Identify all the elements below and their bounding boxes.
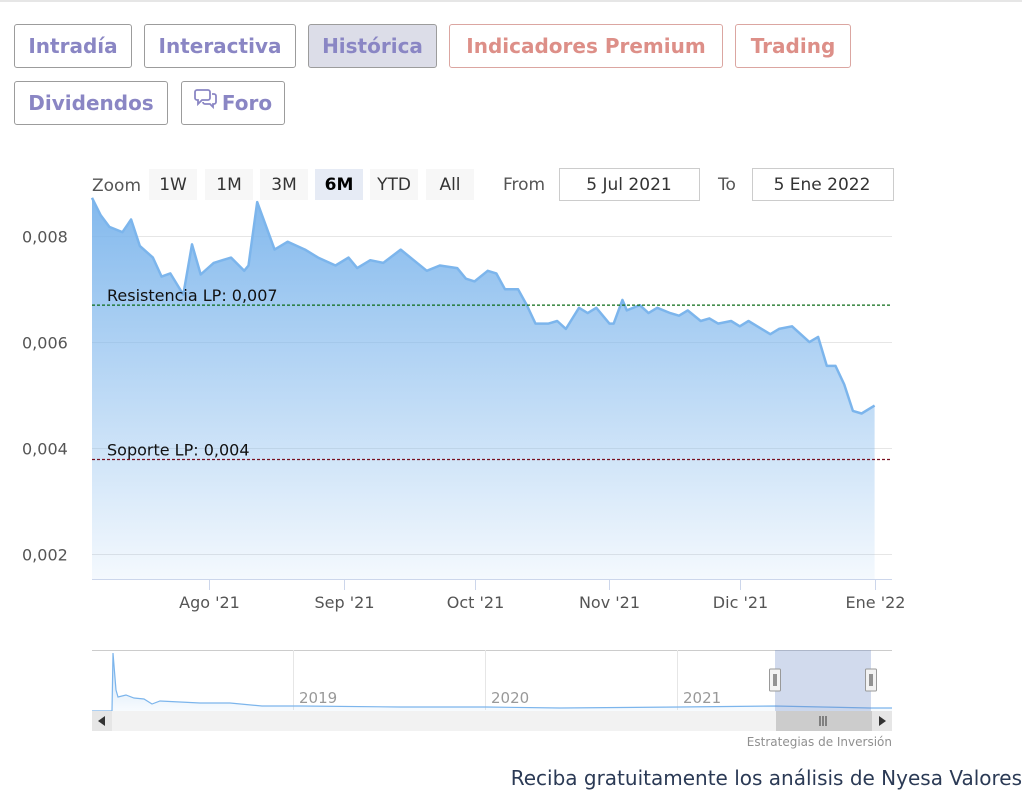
annotation-label: Soporte LP: 0,004 <box>107 440 250 459</box>
navigator-selection[interactable] <box>775 650 871 712</box>
zoom-button-all[interactable]: All <box>426 169 474 200</box>
tab-interactiva[interactable]: Interactiva <box>144 24 296 68</box>
x-tick-label: Nov '21 <box>579 593 640 612</box>
zoom-button-6m[interactable]: 6M <box>315 169 363 200</box>
scrollbar[interactable] <box>92 711 892 731</box>
y-axis-labels: 0,002 0,004 0,006 0,008 <box>22 228 68 565</box>
x-tick-label: Oct '21 <box>447 593 505 612</box>
zoom-button-1w[interactable]: 1W <box>149 169 197 200</box>
to-date-value: 5 Ene 2022 <box>774 175 871 195</box>
y-tick-label: 0,002 <box>22 546 68 565</box>
from-date-value: 5 Jul 2021 <box>586 175 671 195</box>
navigator: 2019 2020 2021 <box>92 650 892 712</box>
tab-trading[interactable]: Trading <box>735 24 851 68</box>
zoom-button-1m[interactable]: 1M <box>205 169 253 200</box>
price-area <box>92 197 875 581</box>
chat-bubbles-icon <box>193 82 218 124</box>
from-date-input[interactable]: 5 Jul 2021 <box>559 168 700 201</box>
to-label: To <box>717 175 736 195</box>
tab-foro[interactable]: Foro <box>181 81 285 125</box>
zoom-button-3m-label: 3M <box>271 175 296 195</box>
x-tick-label: Sep '21 <box>315 593 375 612</box>
tab-intradia[interactable]: Intradía <box>14 24 132 68</box>
navigator-year-2020: 2020 <box>491 689 529 707</box>
x-tick-label: Ene '22 <box>846 593 906 612</box>
zoom-button-ytd[interactable]: YTD <box>370 169 418 200</box>
zoom-button-1w-label: 1W <box>159 175 187 195</box>
x-tick-label: Dic '21 <box>713 593 768 612</box>
arrow-left-icon <box>98 716 105 726</box>
tab-indicadores-premium[interactable]: Indicadores Premium <box>449 24 723 68</box>
navigator-year-2021: 2021 <box>683 689 721 707</box>
zoom-button-6m-label: 6M <box>325 175 354 195</box>
zoom-button-3m[interactable]: 3M <box>260 169 308 200</box>
scrollbar-thumb[interactable] <box>776 711 872 731</box>
newsletter-caption: Reciba gratuitamente los análisis de Nye… <box>510 766 1022 790</box>
zoom-button-1m-label: 1M <box>216 175 241 195</box>
price-line <box>90 197 876 415</box>
zoom-button-ytd-label: YTD <box>376 175 411 195</box>
plot-annotations: Resistencia LP: 0,007 Soporte LP: 0,004 <box>92 286 892 461</box>
tab-historica[interactable]: Histórica <box>308 24 437 68</box>
navigator-handle-right[interactable] <box>865 668 877 692</box>
y-tick-label: 0,004 <box>22 440 68 459</box>
x-tick-label: Ago '21 <box>179 593 240 612</box>
grip-lines-icon <box>819 716 827 726</box>
arrow-right-icon <box>879 716 886 726</box>
to-date-input[interactable]: 5 Ene 2022 <box>752 168 894 201</box>
annotation-label: Resistencia LP: 0,007 <box>107 286 278 305</box>
chart-credits: Estrategias de Inversión <box>747 735 892 749</box>
navigator-year-2019: 2019 <box>299 689 337 707</box>
navigator-handle-left[interactable] <box>769 668 781 692</box>
zoom-label: Zoom <box>92 176 141 196</box>
y-tick-label: 0,006 <box>22 334 68 353</box>
price-chart: Zoom 1W 1M 3M 6M YTD All From 5 Jul 2021… <box>22 168 905 749</box>
navigator-area <box>92 653 892 712</box>
from-label: From <box>503 175 545 195</box>
tab-dividendos[interactable]: Dividendos <box>14 81 168 125</box>
zoom-button-all-label: All <box>439 175 460 195</box>
navigator-line <box>92 652 892 712</box>
x-axis: Ago '21 Sep '21 Oct '21 Nov '21 Dic '21 Ene '… <box>179 580 905 612</box>
y-tick-label: 0,008 <box>22 228 68 247</box>
top-divider <box>0 0 1022 2</box>
